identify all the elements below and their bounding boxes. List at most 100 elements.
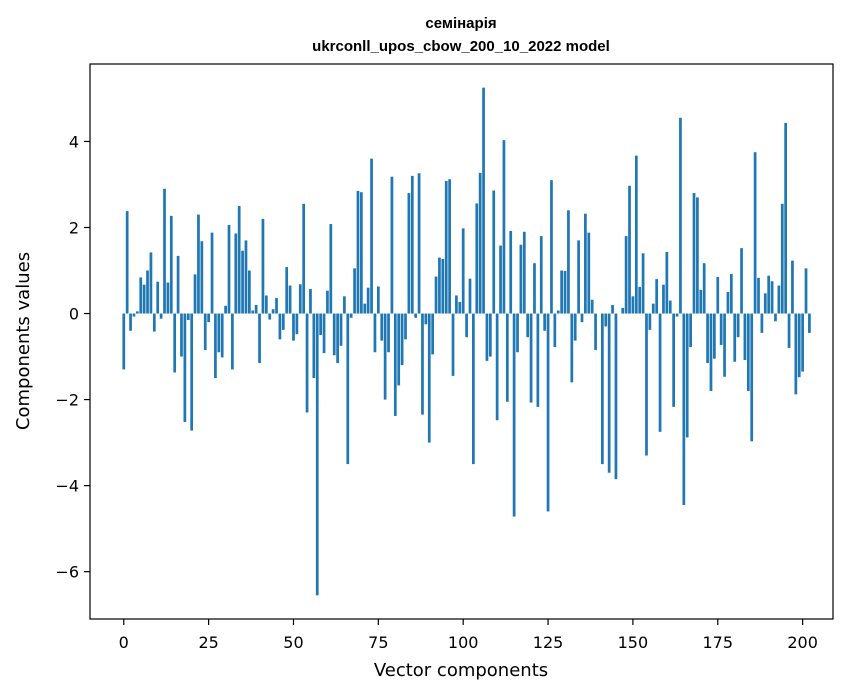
bar <box>662 284 665 314</box>
bar <box>645 313 648 456</box>
bar <box>455 295 458 314</box>
bar <box>343 296 346 314</box>
bar <box>135 311 139 314</box>
bar <box>166 282 170 314</box>
bar <box>383 313 387 400</box>
x-tick-label: 150 <box>618 633 649 652</box>
bar <box>584 213 587 314</box>
bar <box>716 276 720 314</box>
bar <box>376 286 380 314</box>
bar <box>757 277 760 314</box>
x-axis-label: Vector components <box>374 660 548 681</box>
bar <box>448 179 451 314</box>
bar <box>679 117 682 314</box>
bar <box>217 313 221 353</box>
bar <box>601 313 604 465</box>
bar <box>492 190 496 314</box>
bar <box>536 313 540 407</box>
bar <box>312 313 316 379</box>
bar <box>163 188 166 314</box>
bar <box>726 292 730 314</box>
bar <box>763 293 767 314</box>
bar <box>237 205 241 314</box>
bar <box>183 313 187 422</box>
bar <box>214 313 217 379</box>
bar <box>624 236 628 314</box>
bar <box>577 240 580 314</box>
bar <box>458 301 462 314</box>
bar <box>743 313 747 360</box>
bar <box>315 313 319 596</box>
bar <box>298 284 302 314</box>
y-tick-label: −2 <box>55 391 79 410</box>
bar <box>668 300 672 314</box>
bar <box>129 313 132 331</box>
y-axis-label: Components values <box>13 252 34 430</box>
bar <box>461 228 465 314</box>
bar <box>543 313 547 331</box>
bar <box>275 298 278 314</box>
x-tick-label: 175 <box>702 633 733 652</box>
bar-series <box>122 87 811 596</box>
bar <box>295 313 299 335</box>
bar <box>570 313 574 383</box>
bar <box>366 287 370 314</box>
bar <box>628 185 631 314</box>
bar <box>780 203 784 314</box>
bar <box>651 303 655 314</box>
chart-title-line2: ukrconll_upos_cbow_200_10_2022 model <box>312 38 610 55</box>
plot-frame <box>89 63 834 620</box>
bar <box>210 232 214 314</box>
y-tick-label: 0 <box>69 305 79 324</box>
bar <box>648 313 652 330</box>
bar <box>801 313 804 372</box>
bar <box>750 313 754 442</box>
bar <box>438 257 441 314</box>
bar <box>363 303 367 314</box>
bar <box>227 224 231 314</box>
bar <box>529 313 533 403</box>
bar <box>746 313 750 391</box>
bar <box>356 190 360 314</box>
bar <box>482 87 485 314</box>
bar <box>281 313 285 330</box>
bar <box>326 290 329 314</box>
bar <box>472 313 475 465</box>
bar <box>400 313 404 366</box>
bar <box>760 313 764 333</box>
bar <box>241 250 244 314</box>
bar <box>309 289 312 314</box>
bar <box>611 304 614 314</box>
bar <box>339 313 343 346</box>
chart-title-line1: семінарія <box>425 15 496 32</box>
bar <box>699 289 703 314</box>
bar <box>794 313 798 395</box>
bar <box>288 285 292 314</box>
bar <box>550 180 553 314</box>
bar <box>149 252 153 314</box>
bar <box>336 313 339 364</box>
bar <box>658 313 662 432</box>
bar <box>146 270 149 314</box>
bar <box>156 281 160 314</box>
bar <box>729 273 733 314</box>
bar <box>709 313 713 391</box>
bar <box>278 313 282 340</box>
bar <box>692 193 696 314</box>
bar <box>696 197 699 314</box>
y-tick-label: 2 <box>69 218 79 237</box>
bar <box>655 279 659 314</box>
bar <box>682 313 686 505</box>
bar <box>285 267 289 314</box>
bar <box>234 233 238 314</box>
bar <box>573 313 577 341</box>
bar <box>675 313 679 317</box>
bar <box>736 313 740 338</box>
x-tick-label: 200 <box>787 633 818 652</box>
bar <box>393 313 397 416</box>
x-tick-label: 75 <box>368 633 388 652</box>
bar <box>203 313 207 351</box>
x-tick-label: 25 <box>198 633 218 652</box>
bar <box>791 260 794 314</box>
bar <box>271 309 275 314</box>
